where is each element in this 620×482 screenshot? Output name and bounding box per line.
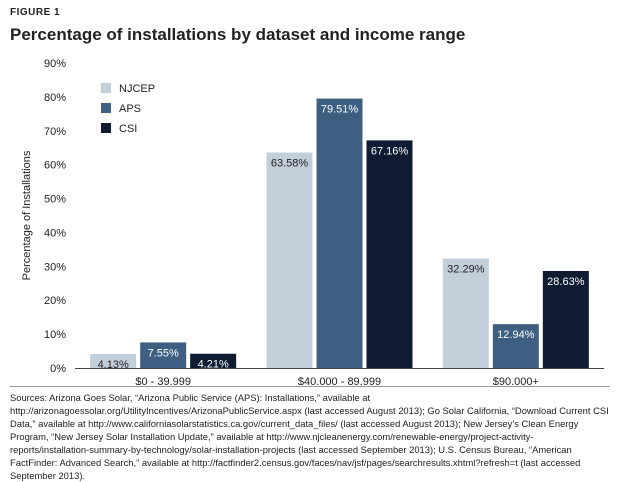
y-tick-label: 40%: [44, 227, 66, 239]
figure-frame: FIGURE 1 Percentage of installations by …: [10, 7, 610, 481]
bar-value-label: 32.29%: [447, 264, 485, 276]
chart-title: Percentage of installations by dataset a…: [10, 25, 466, 44]
y-tick-label: 30%: [44, 261, 66, 273]
bar-njcep: [266, 152, 313, 368]
y-tick-label: 20%: [44, 295, 66, 307]
bar-value-label: 28.63%: [547, 276, 585, 288]
bar-value-label: 7.55%: [148, 347, 179, 359]
legend-swatch: [101, 103, 111, 113]
x-tick-label: $40,000 - 89,999: [298, 376, 381, 385]
sources-note: Sources: Arizona Goes Solar, “Arizona Pu…: [10, 386, 610, 482]
bar-csi: [542, 270, 589, 368]
y-axis-title: Percentage of Installations: [21, 150, 33, 280]
figure-label: FIGURE 1: [10, 7, 61, 18]
legend-label: NJCEP: [119, 83, 155, 95]
bar-njcep: [442, 258, 489, 368]
bar-aps: [140, 342, 187, 368]
bar-aps: [316, 98, 363, 369]
y-tick-label: 10%: [44, 329, 66, 341]
bar-value-label: 63.58%: [271, 158, 309, 170]
y-tick-label: 80%: [44, 92, 66, 104]
x-tick-label: $90,000+: [493, 376, 539, 385]
bar-value-label: 4.13%: [98, 359, 129, 371]
y-tick-label: 60%: [44, 160, 66, 172]
legend-label: APS: [119, 103, 141, 115]
bar-value-label: 79.51%: [321, 104, 359, 116]
bar-njcep: [90, 354, 137, 368]
y-tick-label: 50%: [44, 194, 66, 206]
bar-value-label: 12.94%: [497, 329, 535, 341]
y-tick-label: 70%: [44, 126, 66, 138]
bar-value-label: 4.21%: [198, 359, 229, 371]
x-tick-label: $0 - 39,999: [135, 376, 191, 385]
legend-swatch: [101, 123, 111, 133]
legend-swatch: [101, 83, 111, 93]
bar-aps: [492, 324, 539, 368]
y-tick-label: 90%: [44, 58, 66, 70]
y-tick-label: 0%: [50, 363, 66, 375]
bar-value-label: 67.16%: [371, 145, 409, 157]
bar-chart: 0% 10% 20% 30% 40% 50% 60% 70% 80% 90% Percentage …: [21, 58, 604, 385]
bar-csi: [366, 140, 413, 368]
legend-label: CSI: [119, 123, 137, 135]
bar-csi: [190, 353, 237, 368]
